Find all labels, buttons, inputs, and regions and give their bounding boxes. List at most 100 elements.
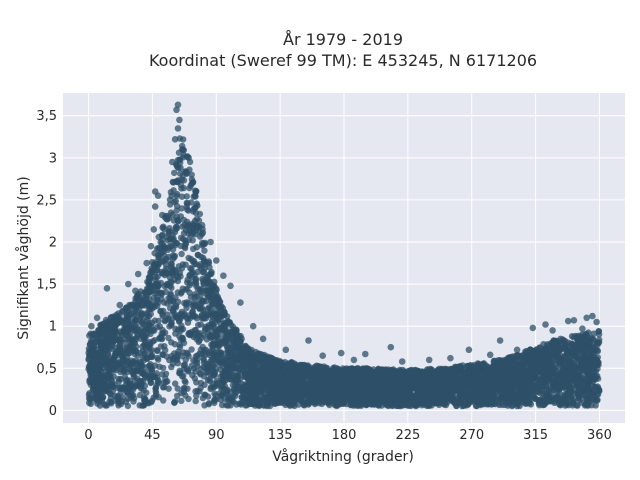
data-points xyxy=(85,101,603,410)
data-point xyxy=(182,379,189,386)
data-point xyxy=(172,266,179,274)
data-point xyxy=(177,290,185,297)
data-point xyxy=(220,379,227,386)
data-point xyxy=(200,268,208,276)
data-point xyxy=(585,329,592,336)
data-point xyxy=(179,223,186,230)
data-point xyxy=(174,298,182,305)
data-point xyxy=(225,349,232,357)
data-point xyxy=(171,228,179,236)
data-point xyxy=(115,337,122,344)
data-point xyxy=(138,385,145,392)
data-point xyxy=(490,373,497,381)
data-point xyxy=(133,343,140,350)
data-point xyxy=(124,402,132,410)
data-point xyxy=(189,230,197,237)
data-point xyxy=(106,345,113,352)
data-point xyxy=(87,330,94,337)
data-point xyxy=(211,390,218,397)
data-point xyxy=(171,254,178,261)
data-point xyxy=(180,184,187,192)
data-point xyxy=(106,390,113,397)
data-point xyxy=(568,333,576,340)
data-point xyxy=(172,325,179,332)
data-point xyxy=(277,391,284,399)
data-point xyxy=(183,299,191,306)
data-point xyxy=(164,246,171,253)
data-point xyxy=(168,353,175,360)
data-point xyxy=(219,401,226,409)
data-point xyxy=(176,344,184,351)
data-point xyxy=(550,381,557,389)
data-point xyxy=(197,379,205,387)
data-point xyxy=(560,344,567,351)
data-point xyxy=(189,372,196,379)
chart-title-line2: Koordinat (Sweref 99 TM): E 453245, N 61… xyxy=(149,51,537,70)
data-point xyxy=(183,218,191,225)
data-point xyxy=(151,250,158,257)
data-point xyxy=(177,242,184,250)
data-point xyxy=(118,318,125,325)
data-point xyxy=(197,288,204,296)
data-point xyxy=(119,350,127,357)
data-point xyxy=(191,204,199,211)
data-point xyxy=(197,371,204,378)
data-point xyxy=(159,231,166,238)
data-point xyxy=(468,384,476,392)
data-point xyxy=(167,305,174,312)
data-point xyxy=(218,308,225,315)
data-point xyxy=(160,397,167,404)
data-point xyxy=(184,350,191,357)
chart-title-line1: År 1979 - 2019 xyxy=(283,30,403,49)
data-point xyxy=(231,375,238,383)
data-point xyxy=(147,322,155,330)
data-point xyxy=(193,244,200,251)
data-point xyxy=(165,385,172,392)
data-point xyxy=(162,347,169,354)
data-point xyxy=(171,341,179,348)
data-point xyxy=(556,401,563,408)
data-point xyxy=(188,171,195,178)
data-point xyxy=(188,346,195,353)
data-point xyxy=(116,342,123,349)
data-point xyxy=(276,382,283,389)
data-point xyxy=(192,397,199,405)
data-point xyxy=(115,378,123,385)
data-point xyxy=(566,384,574,391)
data-point xyxy=(210,397,218,404)
data-point xyxy=(168,319,175,327)
data-point xyxy=(193,293,200,300)
data-point xyxy=(213,377,220,385)
data-point xyxy=(590,337,597,344)
data-point xyxy=(178,389,185,397)
data-point xyxy=(172,330,179,337)
data-point xyxy=(185,331,192,338)
data-point xyxy=(189,220,196,228)
data-point xyxy=(224,396,232,403)
data-point xyxy=(225,344,233,351)
data-point xyxy=(220,385,227,392)
data-point xyxy=(160,242,167,249)
data-point xyxy=(143,389,150,396)
data-point xyxy=(155,356,162,363)
data-point xyxy=(134,375,141,382)
data-point xyxy=(124,357,131,365)
data-point xyxy=(125,350,132,357)
data-point xyxy=(155,317,162,325)
data-point xyxy=(178,250,185,258)
data-point xyxy=(557,361,564,368)
data-point xyxy=(136,391,144,399)
data-point xyxy=(165,334,172,342)
data-point xyxy=(120,368,128,375)
data-point xyxy=(171,169,178,177)
data-point xyxy=(178,193,186,200)
data-point xyxy=(157,343,165,350)
data-point xyxy=(347,401,354,408)
data-point xyxy=(122,345,129,352)
data-point xyxy=(97,343,105,350)
data-point xyxy=(159,236,166,243)
data-point xyxy=(124,390,131,397)
data-point xyxy=(163,353,170,360)
data-point xyxy=(116,312,123,319)
